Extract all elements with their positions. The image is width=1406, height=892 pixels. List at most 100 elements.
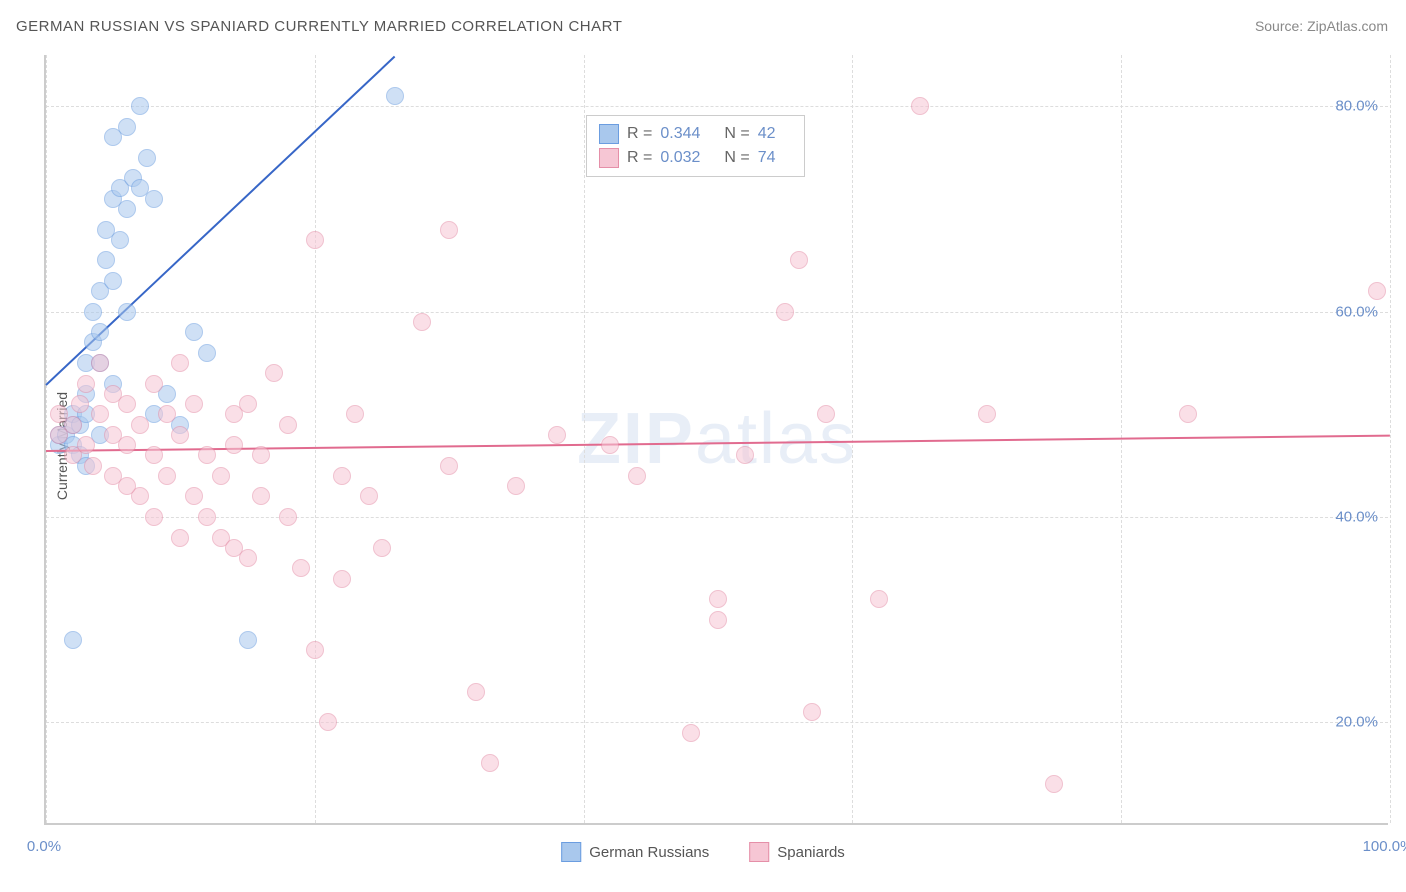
legend-r-label: R = [627, 125, 652, 143]
legend-r-label: R = [627, 149, 652, 167]
legend-n-value: 42 [758, 125, 776, 143]
gridline-h [46, 312, 1388, 313]
legend-n-value: 74 [758, 149, 776, 167]
scatter-point [84, 457, 102, 475]
gridline-v [315, 55, 316, 823]
scatter-point [239, 631, 257, 649]
scatter-point [413, 313, 431, 331]
scatter-point [265, 364, 283, 382]
scatter-point [118, 436, 136, 454]
x-tick-label: 0.0% [27, 838, 61, 855]
scatter-point [911, 97, 929, 115]
gridline-v [1390, 55, 1391, 823]
chart-container: GERMAN RUSSIAN VS SPANIARD CURRENTLY MAR… [0, 0, 1406, 892]
legend-series-label: Spaniards [777, 844, 845, 861]
legend-swatch [749, 842, 769, 862]
scatter-point [601, 436, 619, 454]
scatter-point [158, 405, 176, 423]
scatter-point [91, 405, 109, 423]
y-tick-label: 20.0% [1335, 714, 1378, 731]
legend-stats-row: R = 0.032 N = 74 [599, 146, 792, 170]
plot-area: ZIPatlas R =0.344N =42R =0.032N =74 20.0… [44, 55, 1388, 825]
scatter-point [131, 416, 149, 434]
scatter-point [171, 426, 189, 444]
scatter-point [252, 446, 270, 464]
scatter-point [171, 529, 189, 547]
scatter-point [185, 323, 203, 341]
legend-swatch [599, 124, 619, 144]
scatter-point [548, 426, 566, 444]
scatter-point [185, 395, 203, 413]
scatter-point [628, 467, 646, 485]
scatter-point [145, 508, 163, 526]
scatter-point [158, 467, 176, 485]
scatter-point [709, 611, 727, 629]
scatter-point [306, 641, 324, 659]
scatter-point [84, 303, 102, 321]
legend-r-value: 0.344 [660, 125, 700, 143]
scatter-point [171, 354, 189, 372]
x-tick-label: 100.0% [1363, 838, 1406, 855]
gridline-v [46, 55, 47, 823]
scatter-point [91, 354, 109, 372]
legend-stats-row: R = 0.344 N = 42 [599, 122, 792, 146]
scatter-point [440, 221, 458, 239]
gridline-v [584, 55, 585, 823]
scatter-point [111, 231, 129, 249]
scatter-point [118, 303, 136, 321]
scatter-point [118, 200, 136, 218]
legend-series-item: Spaniards [749, 842, 845, 862]
scatter-point [1179, 405, 1197, 423]
scatter-point [104, 272, 122, 290]
legend-series-label: German Russians [589, 844, 709, 861]
legend-n-label: N = [724, 125, 749, 143]
gridline-h [46, 722, 1388, 723]
legend-series: German Russians Spaniards [561, 842, 845, 862]
scatter-point [77, 436, 95, 454]
scatter-point [118, 395, 136, 413]
scatter-point [279, 416, 297, 434]
scatter-point [292, 559, 310, 577]
scatter-point [481, 754, 499, 772]
scatter-point [333, 467, 351, 485]
scatter-point [507, 477, 525, 495]
legend-r-value: 0.032 [660, 149, 700, 167]
scatter-point [682, 724, 700, 742]
trendline [46, 435, 1390, 452]
scatter-point [252, 487, 270, 505]
scatter-point [776, 303, 794, 321]
scatter-point [198, 446, 216, 464]
scatter-point [131, 97, 149, 115]
scatter-point [373, 539, 391, 557]
scatter-point [709, 590, 727, 608]
scatter-point [333, 570, 351, 588]
scatter-point [225, 539, 243, 557]
legend-stats: R = 0.344 N = 42 R = 0.032 N = 74 [586, 115, 805, 177]
scatter-point [440, 457, 458, 475]
scatter-point [306, 231, 324, 249]
scatter-point [736, 446, 754, 464]
scatter-point [279, 508, 297, 526]
scatter-point [239, 395, 257, 413]
scatter-point [1045, 775, 1063, 793]
scatter-point [870, 590, 888, 608]
y-tick-label: 80.0% [1335, 98, 1378, 115]
scatter-point [145, 375, 163, 393]
legend-n-label: N = [724, 149, 749, 167]
scatter-point [1368, 282, 1386, 300]
scatter-point [198, 508, 216, 526]
scatter-point [386, 87, 404, 105]
scatter-point [198, 344, 216, 362]
scatter-point [212, 467, 230, 485]
scatter-point [225, 436, 243, 454]
y-tick-label: 60.0% [1335, 303, 1378, 320]
scatter-point [360, 487, 378, 505]
scatter-point [64, 631, 82, 649]
scatter-point [319, 713, 337, 731]
legend-series-item: German Russians [561, 842, 709, 862]
scatter-point [64, 416, 82, 434]
scatter-point [145, 190, 163, 208]
scatter-point [185, 487, 203, 505]
scatter-point [71, 395, 89, 413]
scatter-point [978, 405, 996, 423]
